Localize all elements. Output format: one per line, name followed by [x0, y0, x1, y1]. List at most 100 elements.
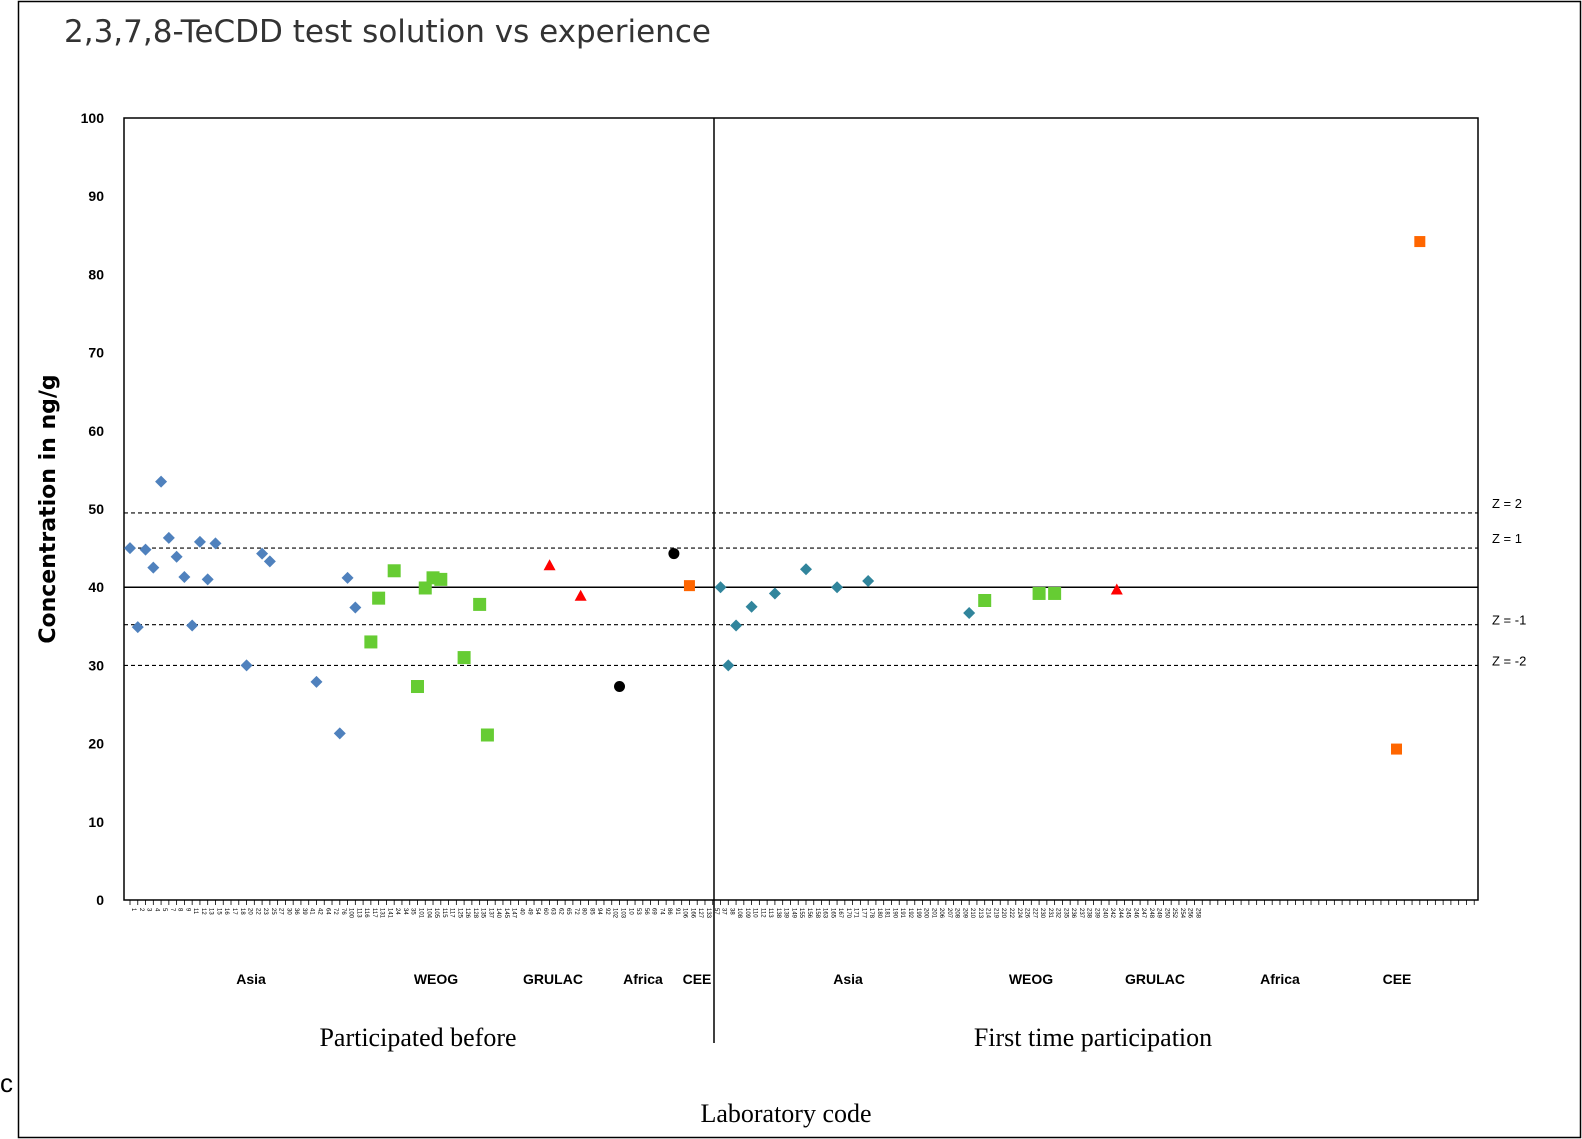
x-tick-label: 35: [410, 908, 416, 915]
y-tick-label: 60: [88, 423, 104, 439]
x-tick-label: 38: [728, 908, 734, 915]
diamond-marker: [768, 587, 781, 600]
diamond-marker: [162, 531, 175, 544]
x-tick-label: 62: [557, 908, 563, 915]
x-tick-label: 226: [1024, 908, 1030, 919]
x-tick-label: 147: [511, 908, 517, 919]
triangle-marker: [543, 559, 556, 571]
diamond-marker: [730, 619, 743, 632]
diamond-marker: [201, 573, 214, 586]
x-tick-label: 181: [884, 908, 890, 919]
x-tick-label: 242: [1109, 908, 1115, 919]
square-marker: [434, 572, 448, 586]
x-tick-label: 249: [1156, 908, 1162, 919]
diamond-marker: [193, 535, 206, 548]
x-tick-label: 36: [293, 908, 299, 915]
region-label: Asia: [833, 971, 863, 987]
x-tick-label: 258: [1194, 908, 1200, 919]
x-tick-label: 72: [332, 908, 338, 915]
x-tick-label: 113: [767, 908, 773, 918]
y-tick-label: 20: [88, 736, 104, 752]
square-marker: [1391, 743, 1403, 755]
x-tick-label: 214: [985, 908, 991, 919]
square-marker: [387, 564, 401, 578]
y-tick-label: 50: [88, 501, 104, 517]
x-tick-label: 139: [783, 908, 789, 919]
x-tick-label: 156: [806, 908, 812, 919]
y-tick-label: 30: [88, 657, 104, 673]
diamond-marker: [831, 581, 844, 594]
region-label: CEE: [1383, 971, 1412, 987]
square-marker: [364, 635, 378, 649]
region-label: Africa: [623, 971, 663, 987]
square-marker: [480, 728, 494, 742]
x-tick-label: 149: [790, 908, 796, 919]
x-tick-label: 54: [534, 908, 540, 915]
x-tick-label: 166: [689, 908, 695, 919]
x-tick-label: 101: [417, 908, 423, 919]
x-axis-label: Laboratory code: [700, 1099, 871, 1128]
x-tick-label: 117: [371, 908, 377, 918]
y-axis-label: Concentration in ng/g: [36, 374, 61, 643]
region-label: GRULAC: [1125, 971, 1185, 987]
data-markers: [124, 236, 1426, 755]
x-tick-label: 128: [472, 908, 478, 919]
x-tick-label: 13: [208, 908, 214, 915]
x-tick-label: 245: [1125, 908, 1131, 919]
x-tick-label: 65: [565, 908, 571, 915]
y-tick-label: 70: [88, 345, 104, 361]
y-tick-label: 100: [81, 110, 105, 126]
x-tick-label: 103: [620, 908, 626, 919]
region-labels: Asia WEOG GRULAC Africa CEE Asia WEOG GRULAC Afr…: [236, 971, 1411, 987]
triangle-marker: [1110, 583, 1123, 595]
x-tick-label: 74: [658, 908, 664, 915]
region-label: GRULAC: [523, 971, 583, 987]
diamond-marker: [862, 574, 875, 587]
x-tick-label: 180: [876, 908, 882, 919]
x-tick-label: 106: [682, 908, 688, 919]
image-border: [17, 0, 1582, 1139]
x-tick-label: 126: [464, 908, 470, 919]
x-tick-label: 158: [814, 908, 820, 919]
diamond-marker: [256, 547, 269, 560]
region-label: WEOG: [1009, 971, 1053, 987]
reference-lines: Z = 2 Z = 1 Z = -1 Z = -2: [124, 496, 1526, 668]
region-label: Asia: [236, 971, 266, 987]
diamond-marker: [155, 475, 168, 488]
x-tick-label: 7: [169, 908, 175, 912]
z-score-label: Z = -2: [1492, 653, 1526, 668]
x-tick-label: 76: [340, 908, 346, 915]
x-tick-label: 244: [1117, 908, 1123, 919]
x-tick-label: 133: [705, 908, 711, 919]
x-tick-label: 240: [1101, 908, 1107, 919]
x-tick-label: 192: [907, 908, 913, 919]
x-tick-label: 207: [946, 908, 952, 919]
z-score-label: Z = 2: [1492, 496, 1522, 511]
x-tick-label: 237: [1078, 908, 1084, 919]
chart-title: 2,3,7,8-TeCDD test solution vs experienc…: [64, 14, 711, 50]
y-tick-label: 90: [88, 188, 104, 204]
x-tick-label: 165: [829, 908, 835, 919]
diamond-marker: [139, 543, 152, 556]
diamond-marker: [131, 621, 144, 634]
x-tick-label: 163: [822, 908, 828, 919]
diamond-marker: [963, 607, 976, 620]
x-tick-label: 69: [651, 908, 657, 915]
diamond-marker: [178, 571, 191, 584]
x-tick-label: 219: [992, 908, 998, 919]
x-tick-label: 41: [309, 908, 315, 915]
diamond-marker: [124, 542, 136, 555]
y-tick-label: 40: [88, 579, 104, 595]
x-tick-label: 239: [1093, 908, 1099, 919]
x-tick-label: 206: [938, 908, 944, 919]
x-tick-label: 17: [231, 908, 237, 915]
x-tick-label: 115: [441, 908, 447, 918]
x-tick-label: 117: [449, 908, 455, 918]
diamond-marker: [263, 555, 276, 568]
diamond-marker: [240, 659, 253, 672]
x-tick-label: 9: [184, 908, 190, 912]
x-tick-label: 191: [899, 908, 905, 919]
x-tick-label: 140: [495, 908, 501, 919]
x-tick-label: 171: [853, 908, 859, 919]
